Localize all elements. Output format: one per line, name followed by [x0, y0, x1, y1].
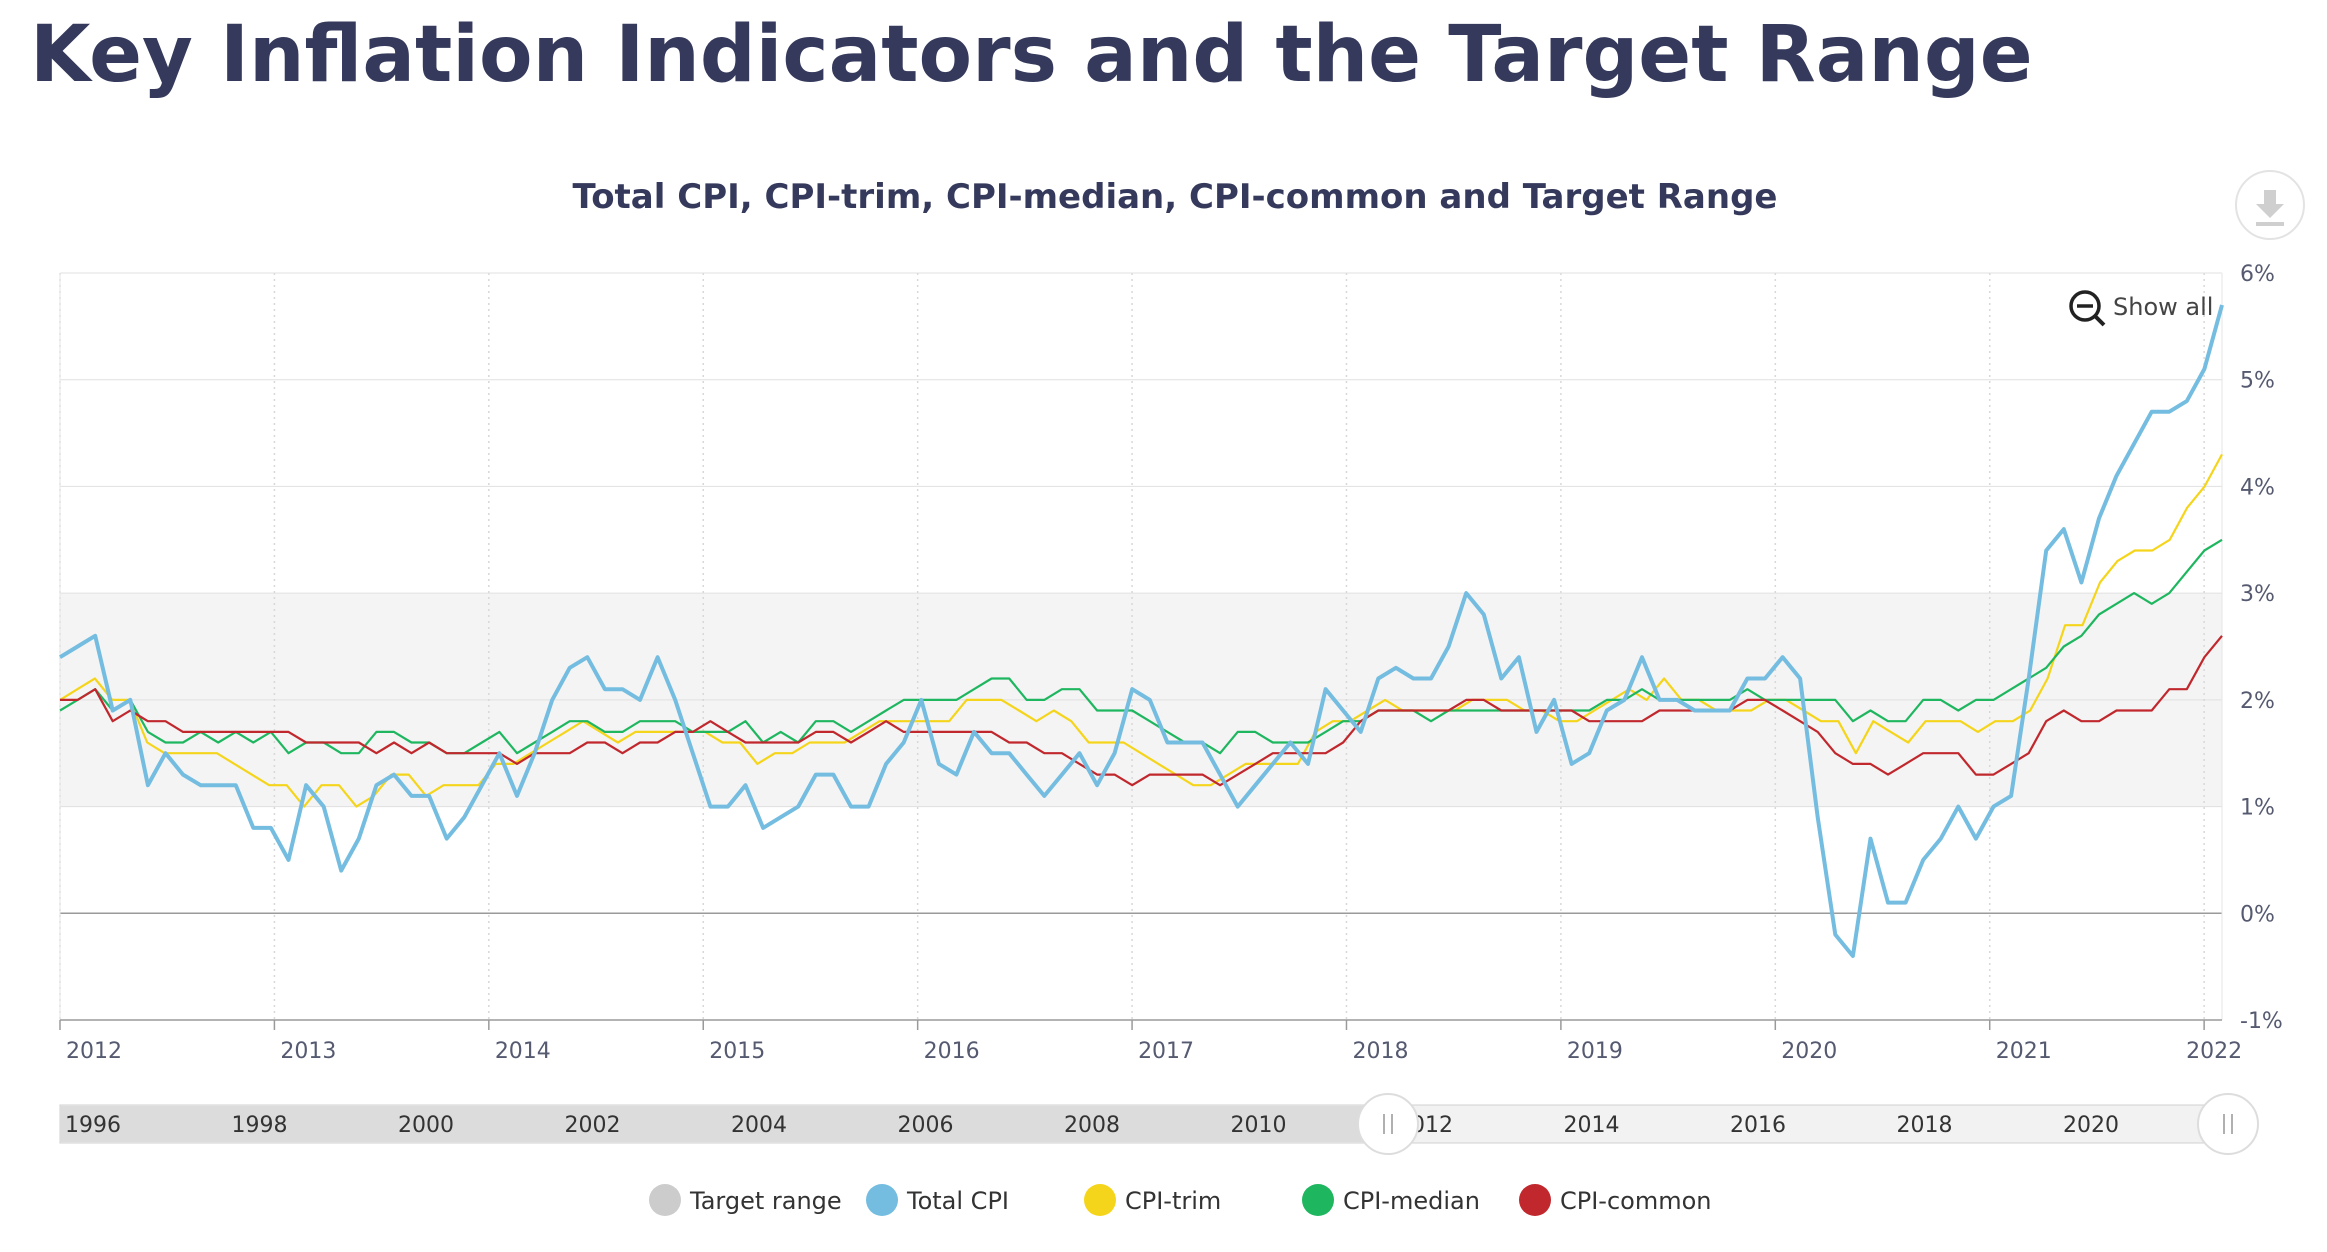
chart-subtitle: Total CPI, CPI-trim, CPI-median, CPI-com… [573, 177, 1778, 217]
navigator-year-label: 2004 [731, 1113, 787, 1138]
legend-label-target-range: Target range [689, 1187, 842, 1215]
x-tick-label: 2017 [1138, 1039, 1194, 1064]
y-tick-label: 5% [2240, 369, 2275, 394]
navigator-year-label: 1998 [232, 1113, 288, 1138]
legend-label-cpi-trim: CPI-trim [1125, 1187, 1221, 1215]
legend-item-total-cpi[interactable]: Total CPI [866, 1184, 1009, 1216]
navigator-year-label: 2014 [1564, 1113, 1620, 1138]
navigator-year-label: 2020 [2063, 1113, 2119, 1138]
navigator[interactable]: 1996 1998 2000 2002 2004 2006 2008 2010 2012 2014… [59, 1093, 2259, 1155]
legend-label-cpi-common: CPI-common [1560, 1187, 1712, 1215]
series-line-cpi-median[interactable] [59, 538, 2223, 755]
series-line-cpi-trim[interactable] [59, 453, 2223, 808]
navigator-year-label: 2008 [1064, 1113, 1120, 1138]
navigator-year-label: 1996 [65, 1113, 121, 1138]
zoom-out-icon [2069, 290, 2106, 327]
x-tick-label: 2012 [66, 1039, 122, 1064]
x-tick-label: 2014 [495, 1039, 551, 1064]
navigator-year-label: 2010 [1231, 1113, 1287, 1138]
axes: 6% 5% 4% 3% 2% 1% 0% -1% 2012 2013 2014 2015 2016 201… [59, 262, 2283, 1064]
download-icon [2256, 190, 2284, 226]
legend-item-target-range[interactable]: Target range [649, 1184, 842, 1216]
legend-item-cpi-median[interactable]: CPI-median [1302, 1184, 1480, 1216]
y-tick-label: 2% [2240, 689, 2275, 714]
y-tick-label: 0% [2240, 902, 2275, 927]
x-tick-label: 2016 [924, 1039, 980, 1064]
show-all-button[interactable]: Show all [2069, 290, 2213, 327]
navigator-year-label: 2000 [398, 1113, 454, 1138]
navigator-year-label: 2002 [565, 1113, 621, 1138]
navigator-handle-left[interactable] [1357, 1093, 1419, 1155]
show-all-label: Show all [2113, 293, 2213, 321]
page-title: Key Inflation Indicators and the Target … [30, 10, 2033, 100]
legend-label-cpi-median: CPI-median [1343, 1187, 1480, 1215]
download-button[interactable] [2235, 170, 2305, 240]
y-tick-label: 4% [2240, 475, 2275, 500]
legend-label-total-cpi: Total CPI [906, 1187, 1009, 1215]
navigator-unselected-mask [60, 1106, 1390, 1142]
navigator-year-label: 2006 [898, 1113, 954, 1138]
y-tick-label: 6% [2240, 262, 2275, 287]
series-line-cpi-common[interactable] [60, 635, 2223, 787]
legend-item-cpi-trim[interactable]: CPI-trim [1084, 1184, 1221, 1216]
navigator-year-label: 2016 [1730, 1113, 1786, 1138]
x-tick-label: 2015 [709, 1039, 765, 1064]
navigator-year-label: 2018 [1897, 1113, 1953, 1138]
legend-item-cpi-common[interactable]: CPI-common [1519, 1184, 1712, 1216]
x-tick-label: 2019 [1567, 1039, 1623, 1064]
series-line-total-cpi[interactable] [58, 304, 2224, 958]
gridlines [59, 272, 2223, 1021]
y-tick-label: 3% [2240, 582, 2275, 607]
y-tick-label: -1% [2240, 1009, 2283, 1034]
x-tick-label: 2020 [1781, 1039, 1837, 1064]
navigator-handle-right[interactable] [2197, 1093, 2259, 1155]
x-tick-label: 2013 [280, 1039, 336, 1064]
x-tick-label: 2018 [1352, 1039, 1408, 1064]
series-lines [58, 304, 2224, 958]
x-tick-label: 2021 [1996, 1039, 2052, 1064]
legend: Target range Total CPI CPI-trim CPI-medi… [649, 1184, 1712, 1216]
y-tick-label: 1% [2240, 796, 2275, 821]
x-tick-label: 2022 [2186, 1039, 2242, 1064]
